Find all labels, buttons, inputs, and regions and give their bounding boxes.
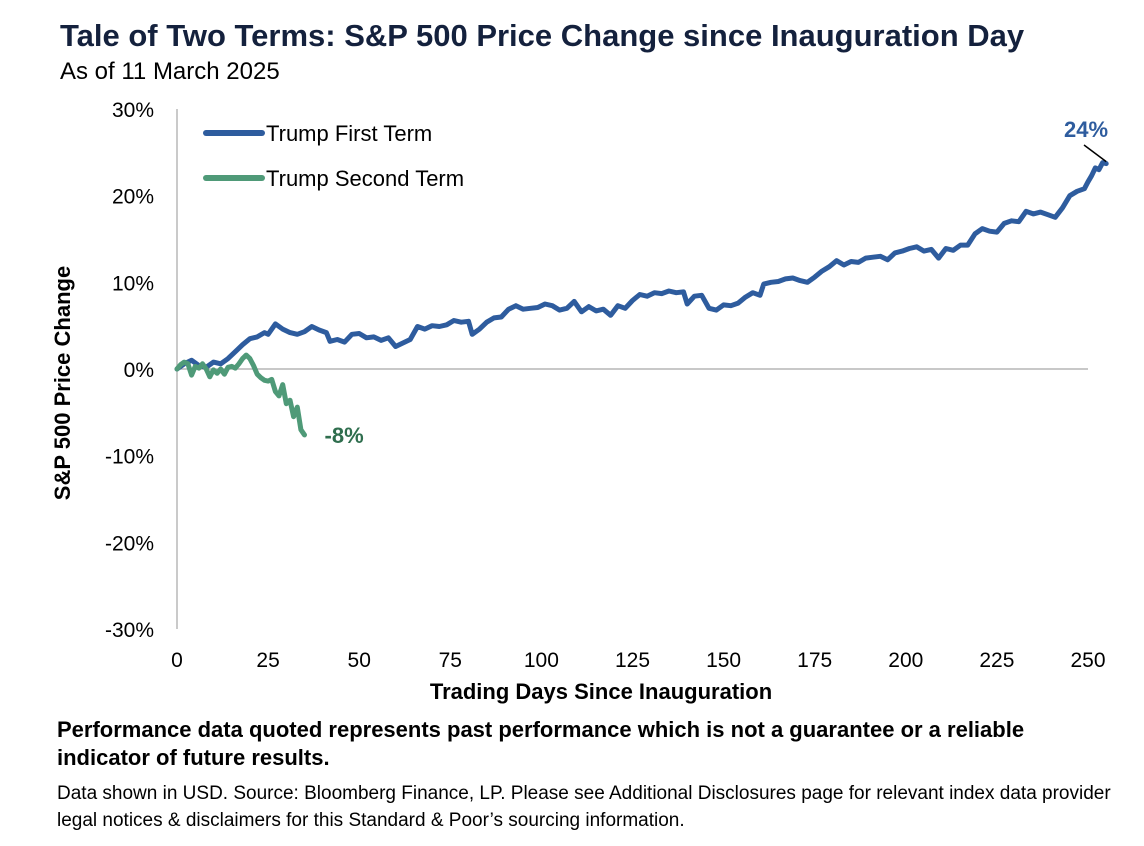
source-note: Data shown in USD. Source: Bloomberg Fin…: [57, 783, 1111, 831]
y-tick-label: 30%: [112, 99, 154, 122]
chart-subtitle: As of 11 March 2025: [60, 58, 280, 85]
y-tick-label: -20%: [105, 532, 154, 555]
chart-series: [174, 160, 1109, 438]
x-tick-label: 225: [979, 649, 1014, 672]
x-tick-label: 125: [615, 649, 650, 672]
x-tick-label: 75: [439, 649, 462, 672]
y-axis: -30% -20% -10% 0% 10% 20% 30%: [105, 99, 178, 642]
y-tick-label: -30%: [105, 619, 154, 642]
y-tick-label: 20%: [112, 186, 154, 209]
second-term-end-label: -8%: [325, 423, 364, 448]
y-tick-label: 0%: [124, 359, 154, 382]
legend-label: Trump First Term: [266, 121, 432, 146]
y-axis-title: S&P 500 Price Change: [50, 266, 75, 500]
x-tick-label: 50: [348, 649, 371, 672]
x-tick-label: 0: [171, 649, 183, 672]
series-line-second-term: [174, 352, 307, 438]
y-tick-label: -10%: [105, 446, 154, 469]
y-tick-label: 10%: [112, 272, 154, 295]
x-tick-label: 25: [256, 649, 279, 672]
x-tick-label: 175: [797, 649, 832, 672]
end-labels: 24% -8%: [325, 117, 1108, 448]
chart-title: Tale of Two Terms: S&P 500 Price Change …: [60, 18, 1025, 53]
x-tick-label: 100: [524, 649, 559, 672]
series-line-first-term: [174, 160, 1109, 372]
legend: Trump First Term Trump Second Term: [203, 121, 464, 191]
x-tick-label: 250: [1070, 649, 1105, 672]
performance-disclaimer: Performance data quoted represents past …: [57, 717, 1025, 770]
x-tick-label: 150: [706, 649, 741, 672]
label-leader-line: [1083, 144, 1107, 163]
x-axis: 0 25 50 75 100 125 150 175 200 225 250: [171, 368, 1106, 672]
legend-label: Trump Second Term: [266, 166, 464, 191]
first-term-end-label: 24%: [1064, 117, 1108, 142]
x-axis-title: Trading Days Since Inauguration: [430, 679, 772, 704]
x-tick-label: 200: [888, 649, 923, 672]
